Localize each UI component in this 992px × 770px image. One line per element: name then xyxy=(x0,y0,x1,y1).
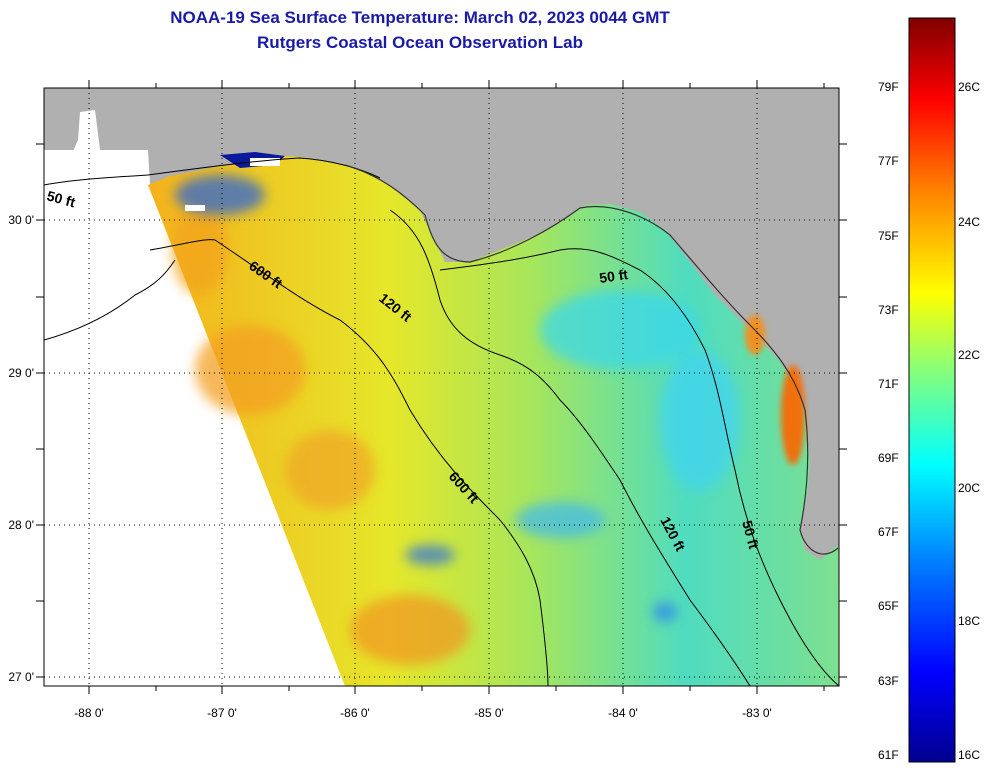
contour-50ft-west xyxy=(44,157,381,186)
colorbar-f-label: 77F xyxy=(878,154,899,168)
lat-label: 29 0' xyxy=(8,366,34,380)
contour-50ft-east xyxy=(439,248,839,686)
colorbar-c-label: 18C xyxy=(958,614,981,628)
colorbar-c-label: 26C xyxy=(958,80,981,94)
map-title: NOAA-19 Sea Surface Temperature: March 0… xyxy=(170,8,670,27)
lat-label: 28 0' xyxy=(8,518,34,532)
lon-label: -83 0' xyxy=(742,706,772,720)
warm-coastal-strip xyxy=(781,365,805,465)
contour-600ft xyxy=(149,239,549,686)
cool-patch xyxy=(653,602,677,622)
colorbar-f-label: 61F xyxy=(878,748,899,762)
warm-patch xyxy=(172,205,228,295)
lat-label: 30 0' xyxy=(8,213,34,227)
colorbar-c-label: 22C xyxy=(958,348,981,362)
colorbar-f-label: 75F xyxy=(878,229,899,243)
colorbar-f-label: 63F xyxy=(878,674,899,688)
contour-label: 50 ft xyxy=(739,519,762,551)
colorbar-f-label: 65F xyxy=(878,599,899,613)
contour-label: 50 ft xyxy=(45,187,77,210)
colorbar-f-label: 73F xyxy=(878,303,899,317)
warm-patch xyxy=(285,430,375,510)
colorbar xyxy=(908,17,956,763)
lat-label: 27 0' xyxy=(8,670,34,684)
cloud-patch xyxy=(250,158,280,166)
cool-patch xyxy=(405,545,455,565)
contour-120ft xyxy=(389,209,751,686)
land-white xyxy=(44,110,150,190)
no-data-region xyxy=(44,150,345,686)
coastline xyxy=(344,164,839,555)
contour-label: 50 ft xyxy=(598,266,629,286)
colorbar-c-label: 24C xyxy=(958,215,981,229)
warm-patch xyxy=(350,595,470,665)
lon-label: -88 0' xyxy=(74,706,104,720)
warm-coastal-strip xyxy=(745,315,765,355)
colorbar-f-label: 71F xyxy=(878,377,899,391)
lon-label: -87 0' xyxy=(207,706,237,720)
lon-label: -85 0' xyxy=(474,706,504,720)
sea-surface xyxy=(148,156,839,686)
colorbar-f-label: 79F xyxy=(878,80,899,94)
cool-patch xyxy=(540,290,700,370)
warm-patch xyxy=(195,325,305,415)
lon-label: -84 0' xyxy=(608,706,638,720)
cool-patch xyxy=(515,502,605,538)
colorbar-c-label: 20C xyxy=(958,481,981,495)
colorbar-c-label: 16C xyxy=(958,748,981,762)
contour-outer xyxy=(44,259,176,341)
map-subtitle: Rutgers Coastal Ocean Observation Lab xyxy=(257,33,583,52)
cool-patch xyxy=(660,350,740,490)
colorbar-f-label: 67F xyxy=(878,525,899,539)
lon-label: -86 0' xyxy=(340,706,370,720)
colorbar-f-label: 69F xyxy=(878,451,899,465)
cloud-patch xyxy=(185,205,205,211)
